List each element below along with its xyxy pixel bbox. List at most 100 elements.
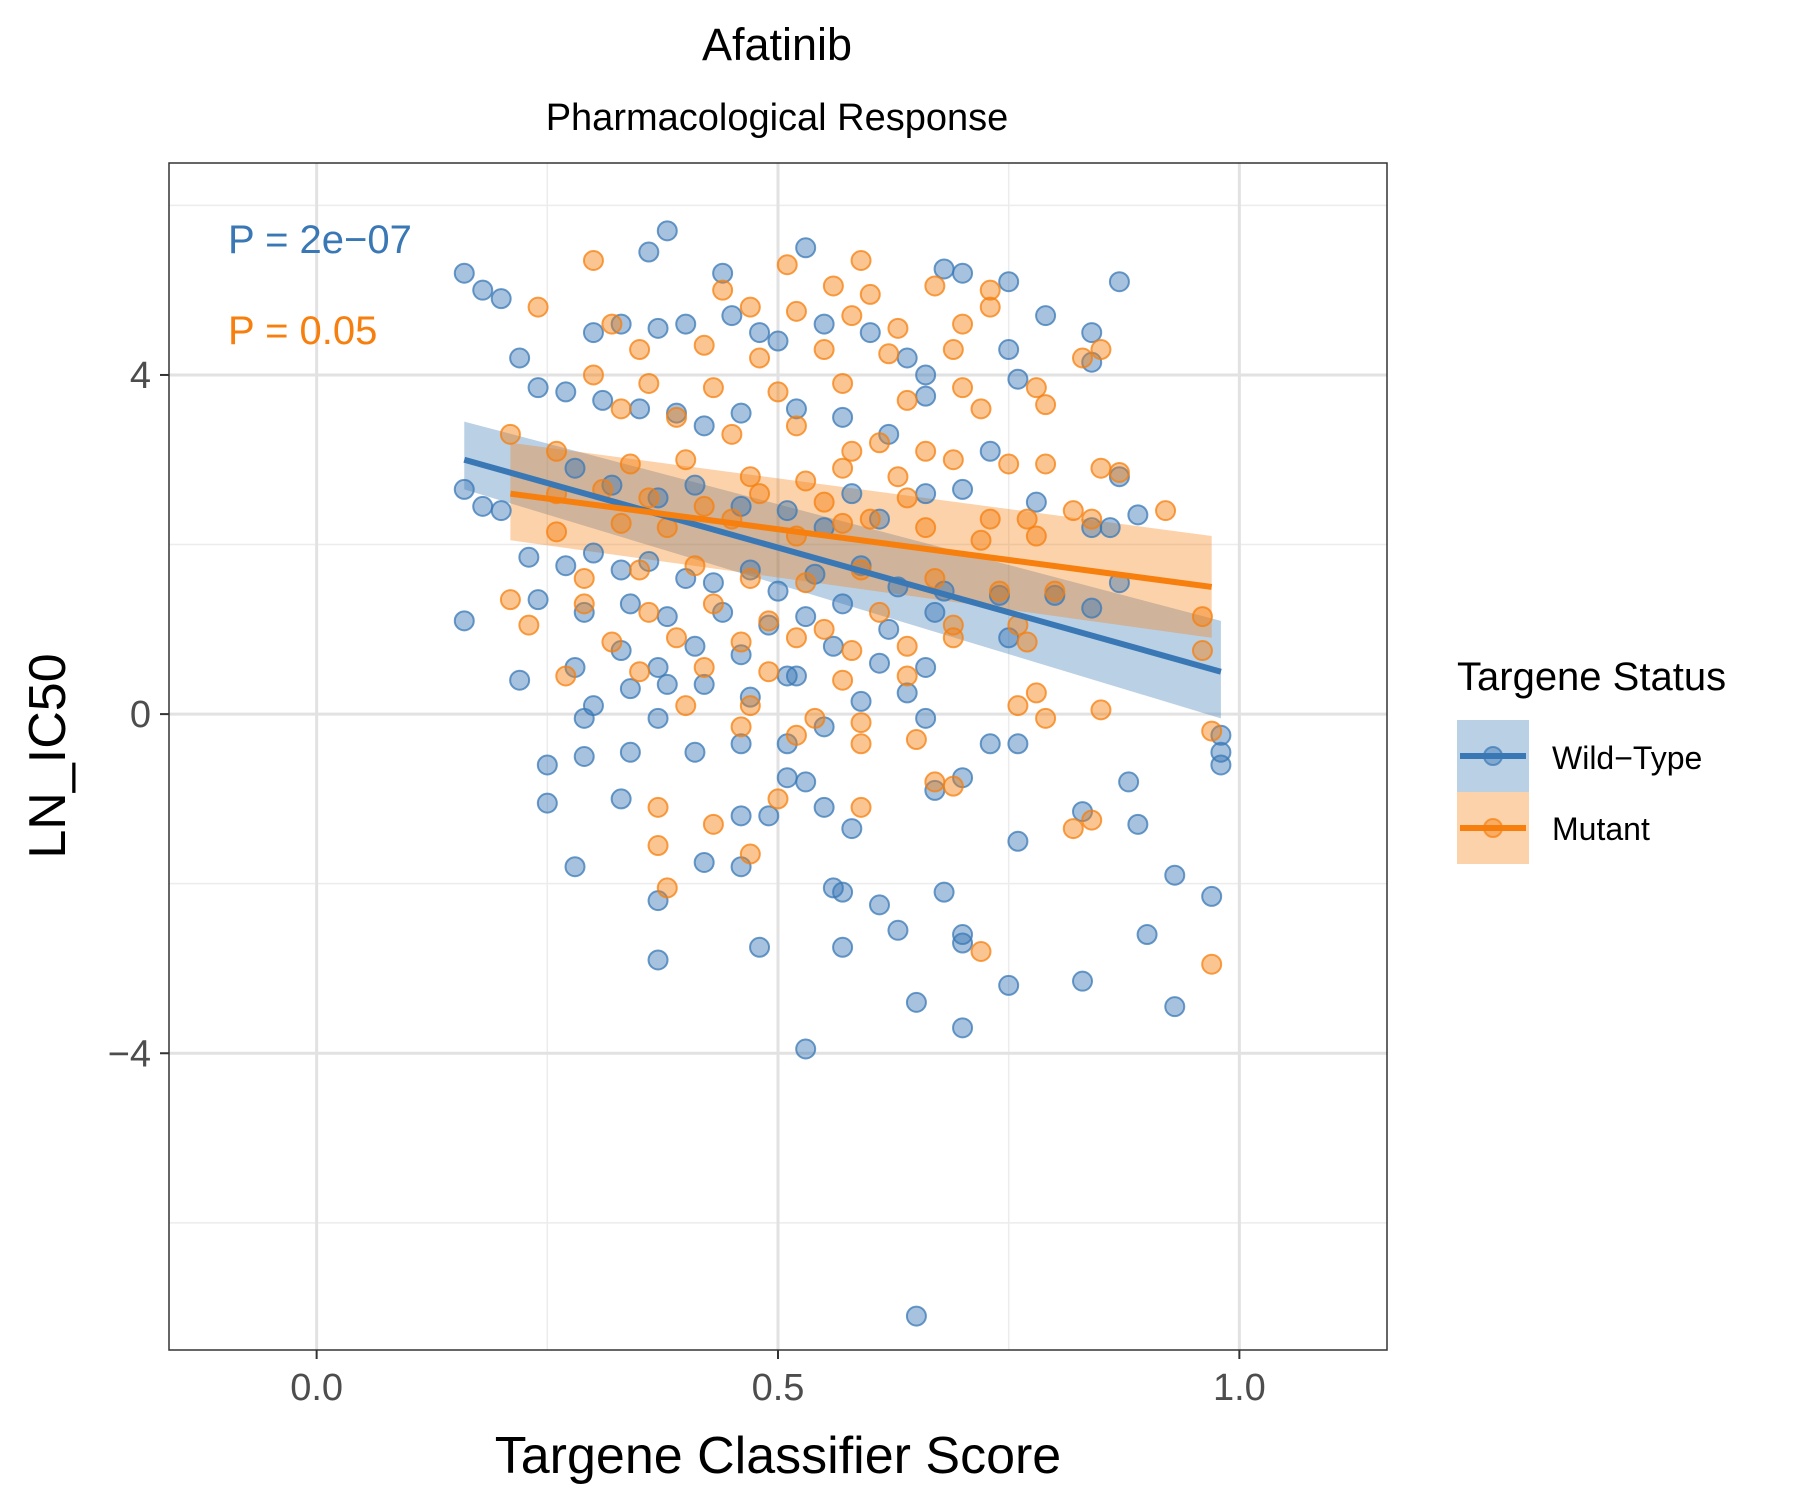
data-point xyxy=(952,924,974,946)
data-point xyxy=(730,631,752,653)
data-point xyxy=(878,618,900,640)
data-point xyxy=(629,398,651,420)
data-point xyxy=(721,305,743,327)
legend-key-point xyxy=(1483,818,1503,838)
data-point xyxy=(887,317,909,339)
data-point xyxy=(832,512,854,534)
y-tick-label: −4 xyxy=(108,1033,151,1075)
legend-item-wild-type: Wild−Type xyxy=(1457,720,1702,792)
data-point xyxy=(564,457,586,479)
data-point xyxy=(832,406,854,428)
data-point xyxy=(666,627,687,649)
data-point xyxy=(712,262,734,284)
data-point xyxy=(1118,771,1140,793)
legend-label-wild-type: Wild−Type xyxy=(1552,740,1702,776)
data-point xyxy=(979,296,1001,318)
data-point xyxy=(730,805,752,827)
data-point xyxy=(647,656,669,678)
data-point xyxy=(721,423,743,445)
data-point xyxy=(970,398,992,420)
data-point xyxy=(1035,453,1057,475)
data-point xyxy=(573,593,595,615)
data-point xyxy=(693,656,715,678)
data-point xyxy=(1081,508,1103,530)
confidence-band xyxy=(464,421,1221,719)
data-point xyxy=(518,614,540,636)
data-point xyxy=(749,483,771,505)
data-point xyxy=(739,567,761,589)
x-tick-label: 0.0 xyxy=(290,1367,343,1409)
data-point xyxy=(832,457,854,479)
data-point xyxy=(573,707,595,729)
x-tick-label: 0.5 xyxy=(752,1367,805,1409)
data-point xyxy=(785,415,807,437)
data-point xyxy=(832,593,854,615)
data-point xyxy=(1164,996,1186,1018)
y-axis-label: LN_IC50 xyxy=(19,653,77,858)
data-point xyxy=(850,733,872,755)
data-point xyxy=(869,432,890,454)
data-point xyxy=(970,529,992,551)
data-point xyxy=(813,618,835,640)
data-point xyxy=(915,517,937,539)
data-point xyxy=(702,813,724,835)
data-point xyxy=(1007,695,1029,717)
data-point xyxy=(869,894,890,916)
data-point xyxy=(656,673,678,695)
data-point xyxy=(527,589,549,611)
data-point xyxy=(915,656,937,678)
data-point xyxy=(573,601,595,623)
data-point xyxy=(582,322,604,344)
data-point xyxy=(822,635,844,657)
data-point xyxy=(952,478,974,500)
data-point xyxy=(1081,597,1103,619)
data-point xyxy=(453,478,475,500)
data-point xyxy=(924,567,946,589)
data-point xyxy=(785,300,807,322)
data-point xyxy=(952,377,974,399)
data-point xyxy=(915,364,937,386)
data-point xyxy=(841,640,863,662)
data-point xyxy=(1201,953,1223,975)
data-point xyxy=(1090,699,1112,721)
data-point xyxy=(795,1038,817,1060)
data-point xyxy=(573,746,595,767)
data-point xyxy=(749,936,771,958)
y-axis-ticks: −4 0 4 xyxy=(108,355,169,1075)
data-point xyxy=(832,936,854,958)
data-point xyxy=(490,288,512,310)
data-point xyxy=(841,483,863,505)
data-point xyxy=(952,313,974,335)
data-point xyxy=(804,707,826,729)
data-point xyxy=(795,470,817,492)
data-point xyxy=(915,483,937,505)
data-point xyxy=(1035,707,1057,729)
data-point xyxy=(619,741,641,763)
data-point xyxy=(1025,377,1047,399)
data-point xyxy=(1099,517,1121,539)
data-point xyxy=(952,1017,974,1039)
data-point xyxy=(693,415,715,437)
data-point xyxy=(582,364,604,386)
data-point xyxy=(546,521,568,543)
data-point xyxy=(684,635,706,657)
data-point xyxy=(915,707,937,729)
data-point xyxy=(905,991,927,1013)
y-tick-label: 0 xyxy=(130,694,151,736)
data-point xyxy=(656,877,678,899)
data-point xyxy=(739,695,761,717)
data-point xyxy=(776,254,798,276)
data-point xyxy=(979,733,1001,755)
data-point xyxy=(832,881,854,903)
data-point xyxy=(832,669,854,691)
data-point xyxy=(813,313,835,335)
data-point xyxy=(767,330,789,352)
data-point xyxy=(693,851,715,873)
data-point xyxy=(841,818,863,840)
p-value-annotations: P = 2e−07 P = 0.05 xyxy=(228,218,412,353)
data-point xyxy=(555,665,577,687)
data-point xyxy=(647,796,669,818)
data-point xyxy=(979,440,1001,462)
data-point xyxy=(1201,885,1223,907)
data-point xyxy=(942,449,964,471)
